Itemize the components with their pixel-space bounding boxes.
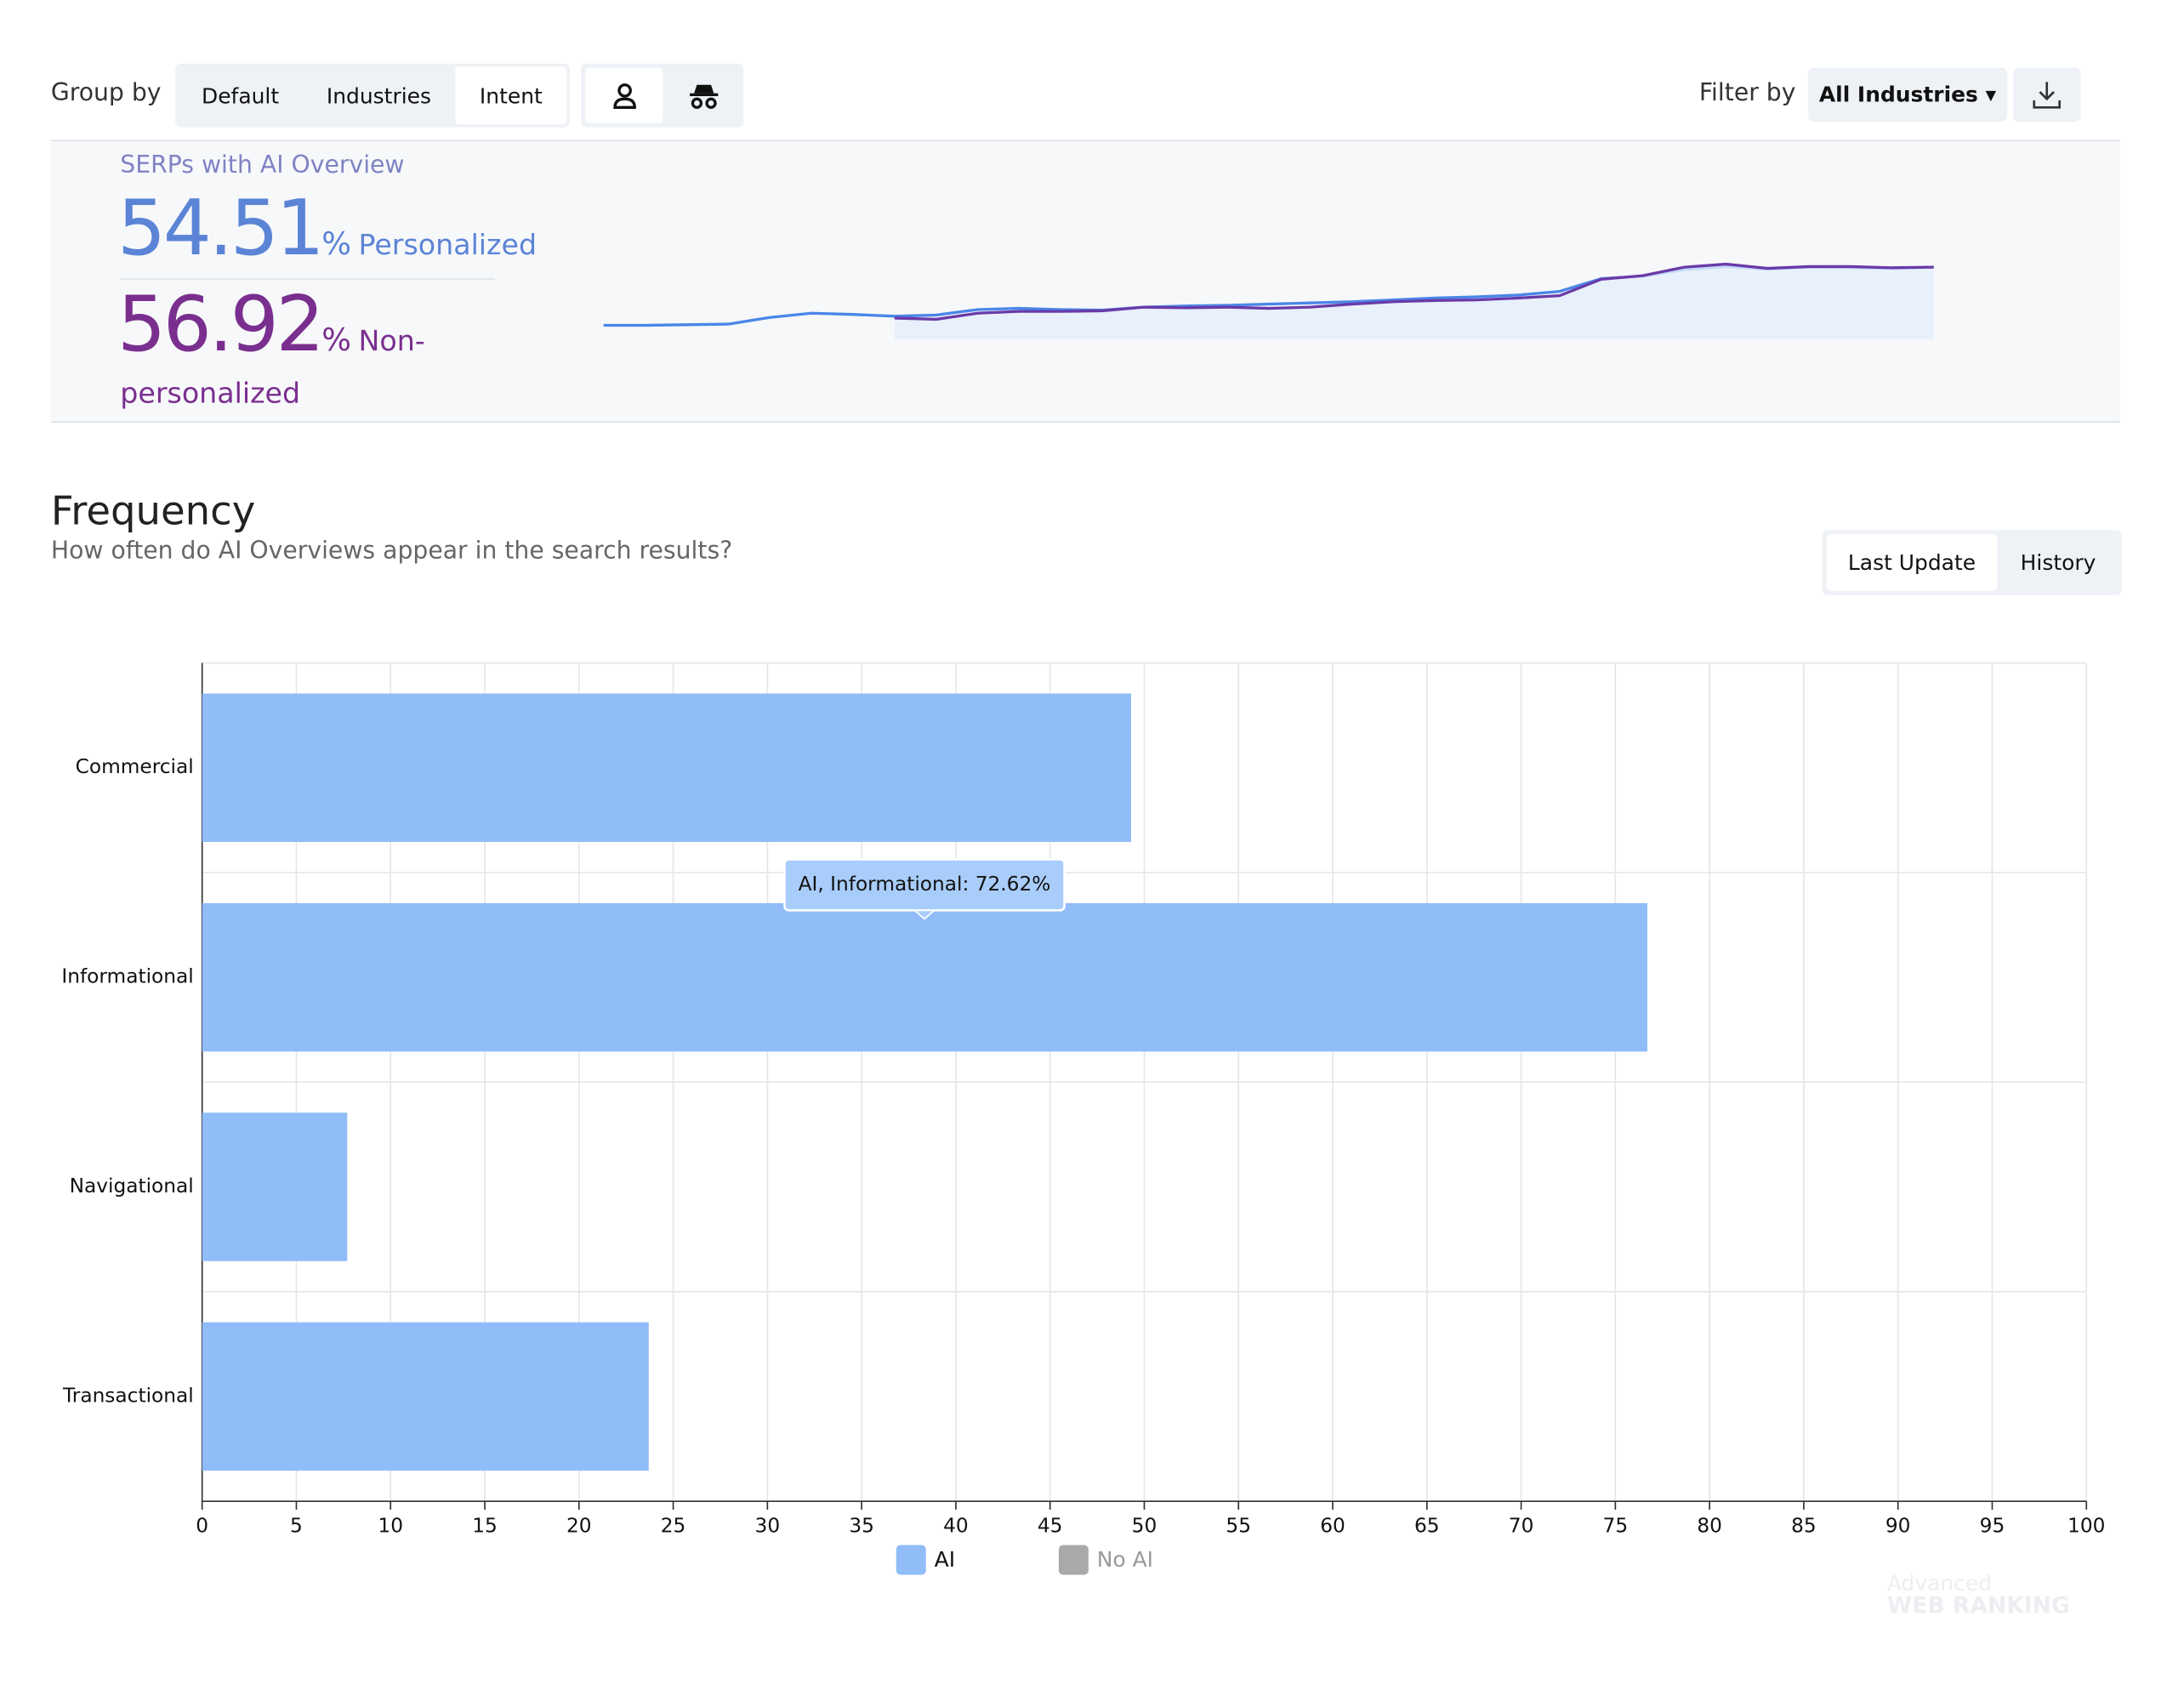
stat-value: 54.51 (117, 184, 325, 273)
x-tick-label: 100 (2067, 1515, 2105, 1538)
stats-title: SERPs with AI Overview (120, 151, 405, 180)
incognito-icon[interactable] (664, 68, 742, 123)
y-tick-label: Navigational (70, 1175, 194, 1198)
x-tick-label: 70 (1509, 1515, 1534, 1538)
section-subtitle: How often do AI Overviews appear in the … (50, 537, 733, 566)
personal-icon[interactable] (585, 67, 663, 123)
trend-line (894, 262, 1934, 321)
bar (202, 1322, 649, 1471)
section-title: Frequency (50, 487, 256, 535)
download-button[interactable] (2012, 67, 2081, 122)
stat-unit: % (321, 227, 352, 264)
stat-label: Non- (358, 323, 425, 358)
stat-unit: % (321, 323, 352, 360)
x-tick-label: 80 (1697, 1515, 1722, 1538)
group-label: Group by (50, 79, 162, 108)
stat-divider (120, 278, 495, 281)
x-tick-label: 35 (849, 1515, 874, 1538)
filter-value: All Industries (1818, 82, 1978, 108)
x-tick-label: 0 (196, 1515, 208, 1538)
stat-label: personalized (120, 376, 301, 411)
tooltip-text: AI, Informational: 72.62% (799, 873, 1051, 896)
y-tick-label: Informational (61, 965, 193, 988)
x-tick-label: 5 (290, 1515, 303, 1538)
watermark: Advanced WEB RANKING (1823, 1572, 2070, 1617)
personalized-stat: 54.51% Personalized (117, 184, 537, 273)
x-tick-label: 20 (566, 1515, 592, 1538)
x-tick-label: 95 (1980, 1515, 2005, 1538)
legend-label: No AI (1097, 1547, 1153, 1572)
legend-swatch (896, 1545, 926, 1575)
group-option[interactable]: Industries (326, 82, 431, 109)
y-tick-label: Commercial (76, 755, 194, 778)
x-tick-label: 90 (1885, 1515, 1911, 1538)
group-option[interactable]: Default (202, 82, 280, 109)
x-tick-label: 45 (1038, 1515, 1063, 1538)
x-tick-label: 50 (1132, 1515, 1157, 1538)
group-option[interactable]: Intent (455, 66, 567, 125)
watermark-line: WEB RANKING (1886, 1591, 2070, 1619)
stat-value: 56.92 (117, 280, 325, 369)
x-tick-label: 40 (943, 1515, 969, 1538)
x-tick-label: 25 (661, 1515, 686, 1538)
x-tick-label: 75 (1603, 1515, 1629, 1538)
tooltip-pointer (913, 909, 936, 920)
view-tab[interactable]: Last Update (1826, 534, 1998, 591)
bar (202, 693, 1131, 842)
watermark-line: Advanced (1886, 1570, 1993, 1596)
x-tick-label: 65 (1414, 1515, 1440, 1538)
stat-label: Personalized (358, 227, 537, 262)
x-tick-label: 85 (1791, 1515, 1817, 1538)
legend-label: AI (935, 1547, 955, 1572)
nonpersonalized-stat: 56.92% Non- (117, 280, 425, 369)
x-tick-label: 15 (472, 1515, 498, 1538)
y-tick-label: Transactional (62, 1384, 194, 1407)
x-tick-label: 30 (755, 1515, 781, 1538)
view-tab[interactable]: History (2020, 549, 2096, 576)
x-tick-label: 55 (1226, 1515, 1251, 1538)
bar (202, 1112, 348, 1261)
x-tick-label: 10 (378, 1515, 403, 1538)
filter-label: Filter by (1698, 79, 1796, 108)
filter-dropdown[interactable]: All Industries ▾ (1807, 67, 2008, 122)
legend-swatch (1058, 1545, 1089, 1575)
bar (202, 902, 1648, 1052)
x-tick-label: 60 (1320, 1515, 1345, 1538)
